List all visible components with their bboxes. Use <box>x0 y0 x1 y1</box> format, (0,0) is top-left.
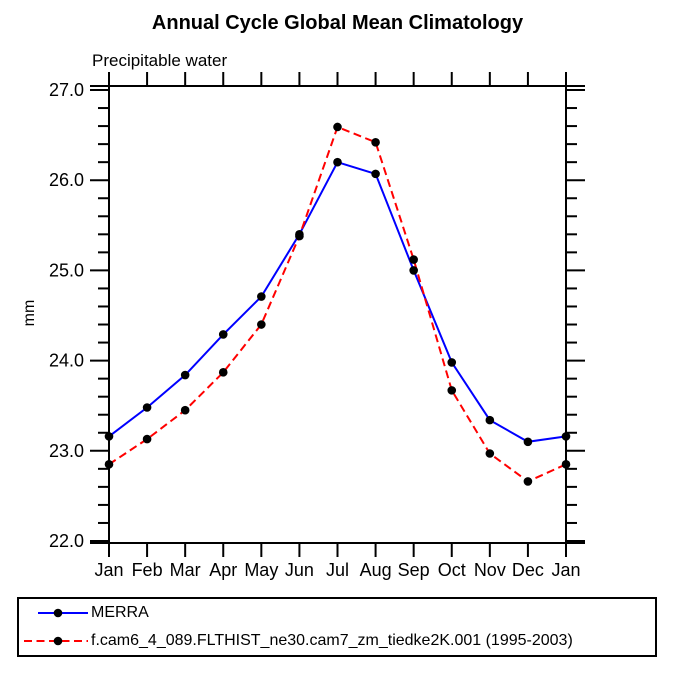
merra-data-point <box>371 169 380 179</box>
merra-data-point <box>180 370 190 380</box>
legend-label-merra: MERRA <box>91 604 149 621</box>
y-tick-label: 22.0 <box>49 531 84 551</box>
x-tick-label: Mar <box>170 560 201 580</box>
model-data-point <box>447 386 457 395</box>
y-tick-label: 26.0 <box>49 170 84 190</box>
y-tick-label: 23.0 <box>49 441 84 461</box>
y-tick-label: 24.0 <box>49 351 84 371</box>
y-tick-label: 25.0 <box>49 260 84 280</box>
merra-data-point <box>333 157 342 167</box>
model-data-point <box>257 320 266 329</box>
merra-line-swatch <box>38 608 88 618</box>
x-tick-label: Aug <box>360 560 392 580</box>
x-tick-label: Jun <box>285 560 314 580</box>
x-tick-label: Oct <box>438 560 466 580</box>
merra-series-line <box>108 161 567 443</box>
merra-data-point <box>257 292 266 301</box>
legend-label-model: f.cam6_4_089.FLTHIST_ne30.cam7_zm_tiedke… <box>91 632 573 649</box>
merra-data-point <box>447 358 457 367</box>
merra-data-point <box>104 432 114 441</box>
x-tick-label: Sep <box>398 560 430 580</box>
x-tick-label: Dec <box>512 560 544 580</box>
model-data-point <box>218 368 228 377</box>
legend: MERRA f.cam6_4_089.FLTHIST_ne30.cam7_zm_… <box>17 597 657 657</box>
model-data-point <box>142 434 152 444</box>
model-data-point <box>561 460 571 469</box>
x-tick-label: Jan <box>551 560 580 580</box>
x-tick-label: Nov <box>474 560 506 580</box>
x-tick-label: May <box>244 560 278 580</box>
merra-data-point <box>142 403 152 412</box>
legend-item-model: f.cam6_4_089.FLTHIST_ne30.cam7_zm_tiedke… <box>19 627 655 655</box>
model-data-point <box>295 231 304 241</box>
model-data-point <box>409 255 418 264</box>
chart-title: Annual Cycle Global Mean Climatology <box>151 12 524 34</box>
x-tick-label: Feb <box>132 560 163 580</box>
model-data-point <box>104 460 114 469</box>
model-data-point <box>523 477 533 486</box>
y-tick-label: 27.0 <box>49 80 84 100</box>
merra-data-point <box>561 432 571 441</box>
x-tick-label: Jul <box>326 560 349 580</box>
x-tick-label: Jan <box>94 560 123 580</box>
model-series-line <box>108 125 567 483</box>
model-data-point <box>485 449 495 458</box>
merra-data-point <box>409 266 418 275</box>
merra-data-point <box>485 415 495 425</box>
model-data-point <box>180 405 190 415</box>
model-data-point <box>333 122 342 132</box>
merra-data-point <box>523 437 533 447</box>
chart-subtitle: Precipitable water <box>92 51 228 70</box>
model-line-swatch <box>24 636 88 646</box>
legend-item-merra: MERRA <box>19 599 655 627</box>
x-tick-label: Apr <box>209 560 237 580</box>
merra-data-point <box>218 330 228 339</box>
model-data-point <box>371 138 380 147</box>
